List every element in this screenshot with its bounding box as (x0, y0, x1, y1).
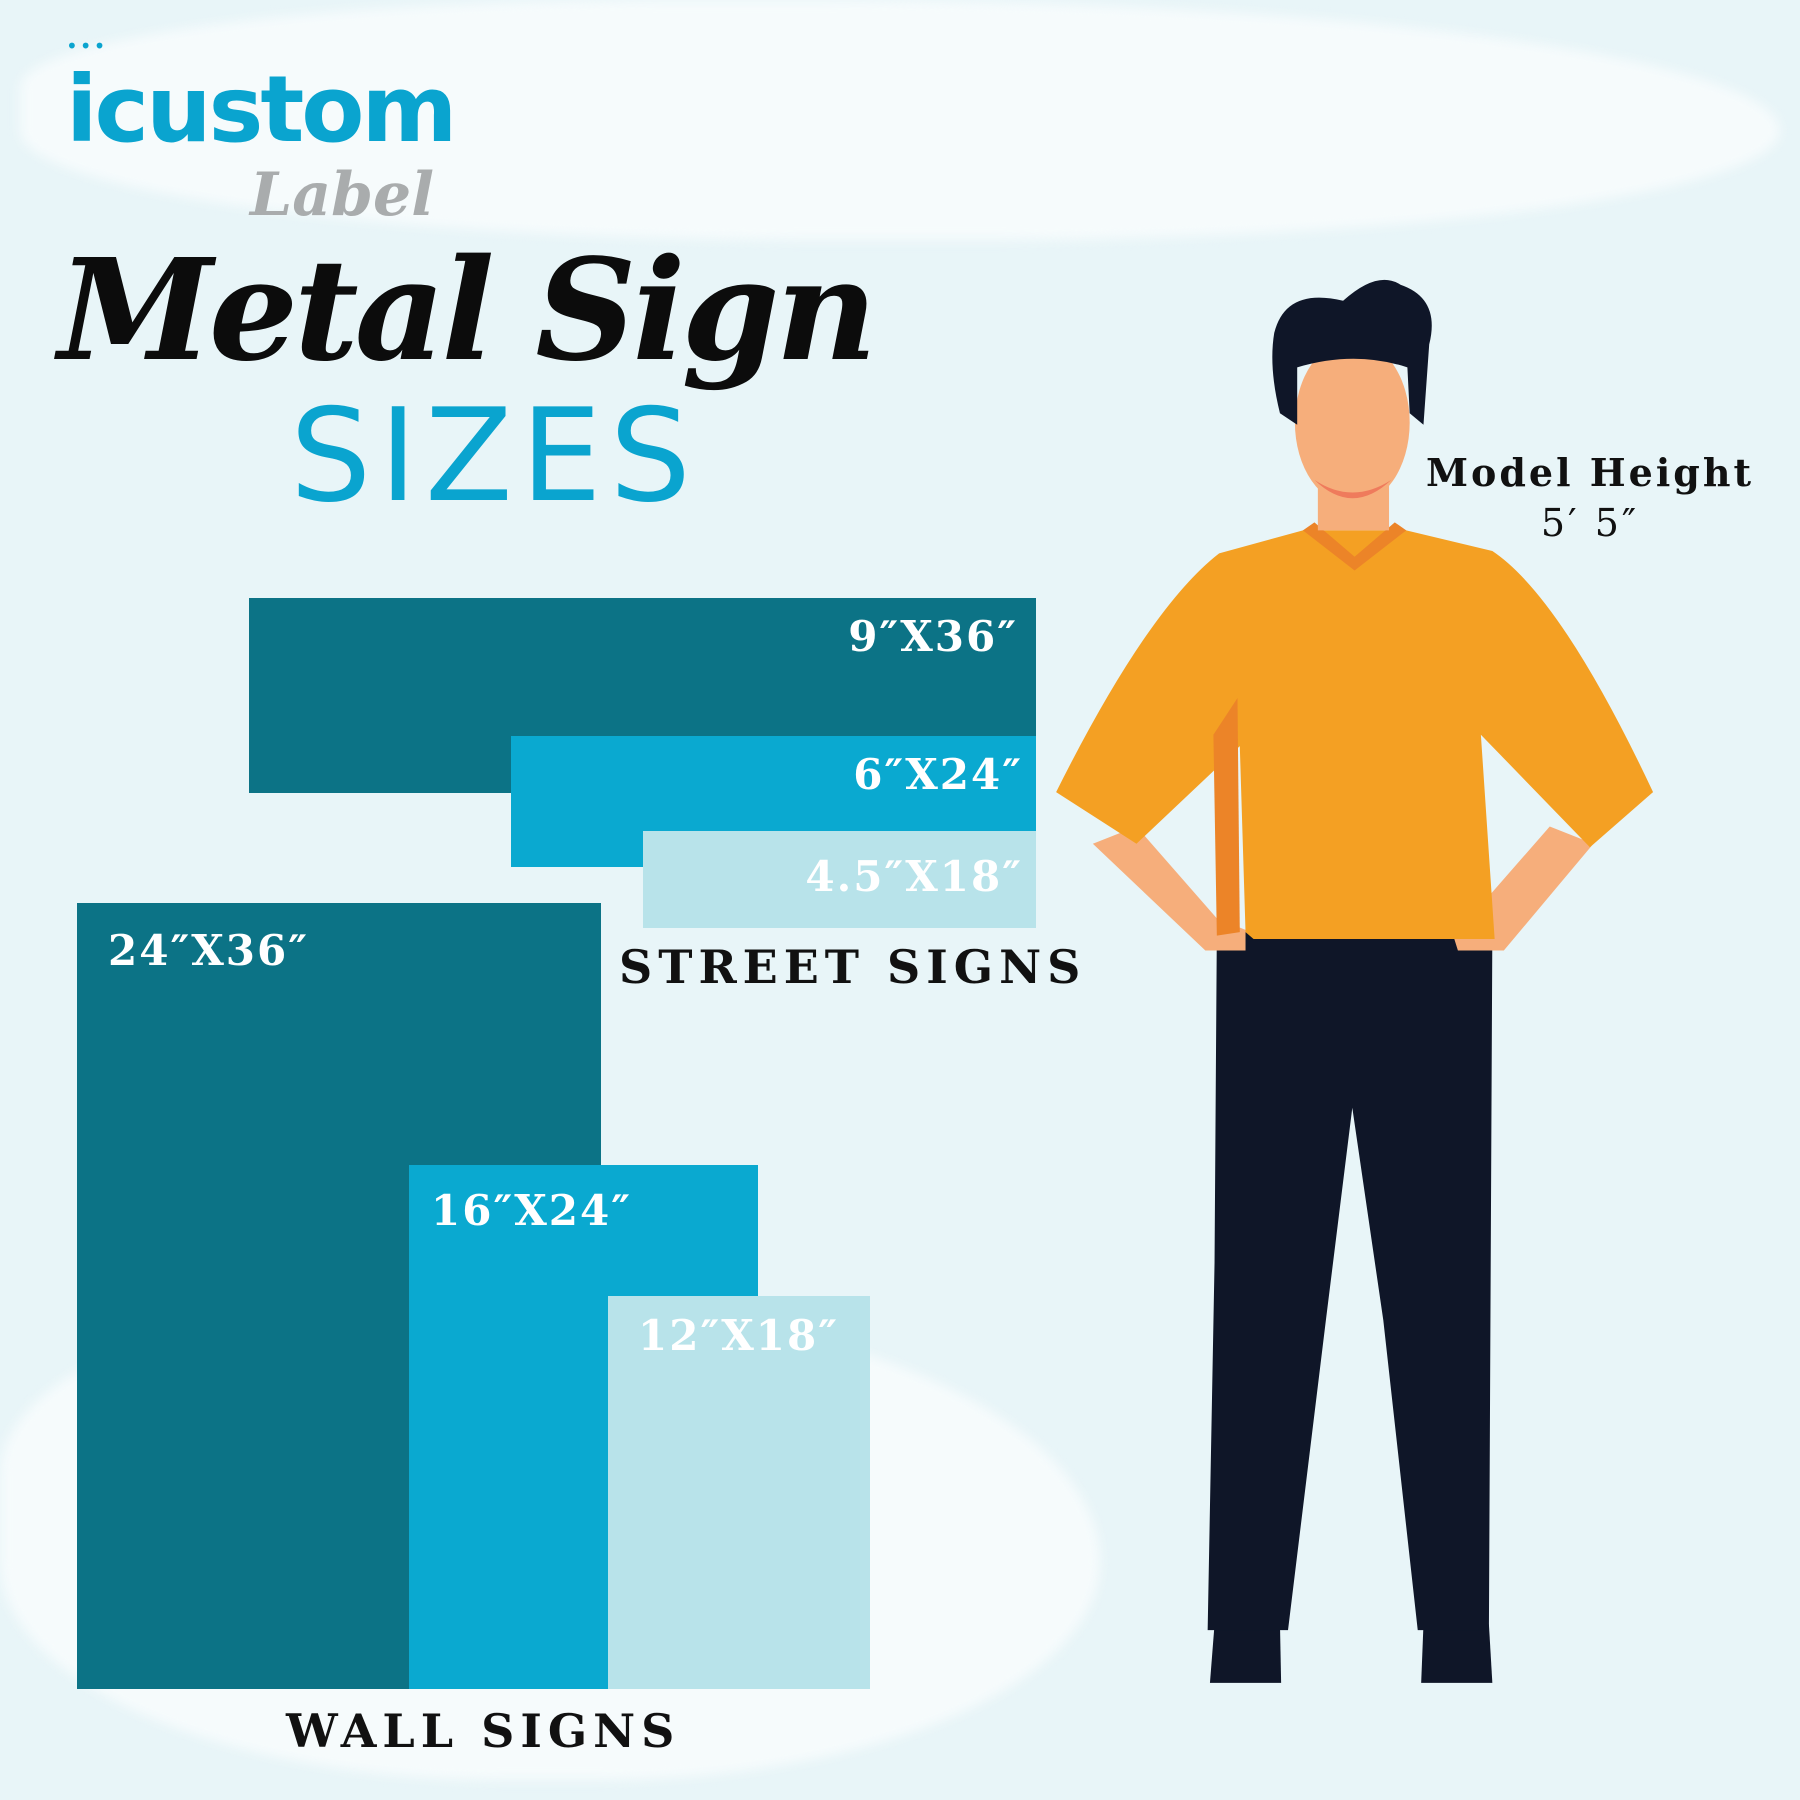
logo-dots: ••• (66, 34, 108, 58)
logo-script: Label (250, 160, 434, 230)
hair (1272, 279, 1432, 425)
street-sign-4.5x18 (643, 831, 1036, 928)
face (1294, 339, 1410, 506)
model-height-label: Model Height (1425, 450, 1755, 495)
pants (1207, 932, 1493, 1631)
forearm-left (1092, 826, 1246, 951)
size-label: 16″X24″ (431, 1186, 633, 1235)
model-height-caption: Model Height 5′ 5″ (1420, 448, 1760, 548)
page-title: Metal Sign (58, 229, 877, 393)
street-signs-label: STREET SIGNS (619, 940, 1087, 994)
background-brush (20, 0, 1780, 240)
size-label: 4.5″X18″ (805, 852, 1023, 901)
wall-signs-label: WALL SIGNS (286, 1704, 681, 1758)
collar (1302, 522, 1407, 571)
page-subtitle: SIZES (290, 382, 699, 531)
size-label: 12″X18″ (638, 1311, 840, 1360)
shirt-shade (1213, 697, 1240, 936)
size-label: 24″X36″ (108, 926, 310, 975)
chin-shade (1314, 479, 1392, 499)
person-illustration (1056, 279, 1654, 1683)
model-height-value: 5′ 5″ (1540, 501, 1640, 545)
wall-sign-12x18 (608, 1296, 870, 1689)
size-label: 9″X36″ (848, 612, 1018, 661)
logo-brand: icustom (66, 56, 457, 163)
shoe-right (1421, 1624, 1493, 1683)
shirt (1056, 530, 1654, 940)
size-label: 6″X24″ (853, 750, 1023, 799)
shoe-left (1209, 1624, 1282, 1683)
